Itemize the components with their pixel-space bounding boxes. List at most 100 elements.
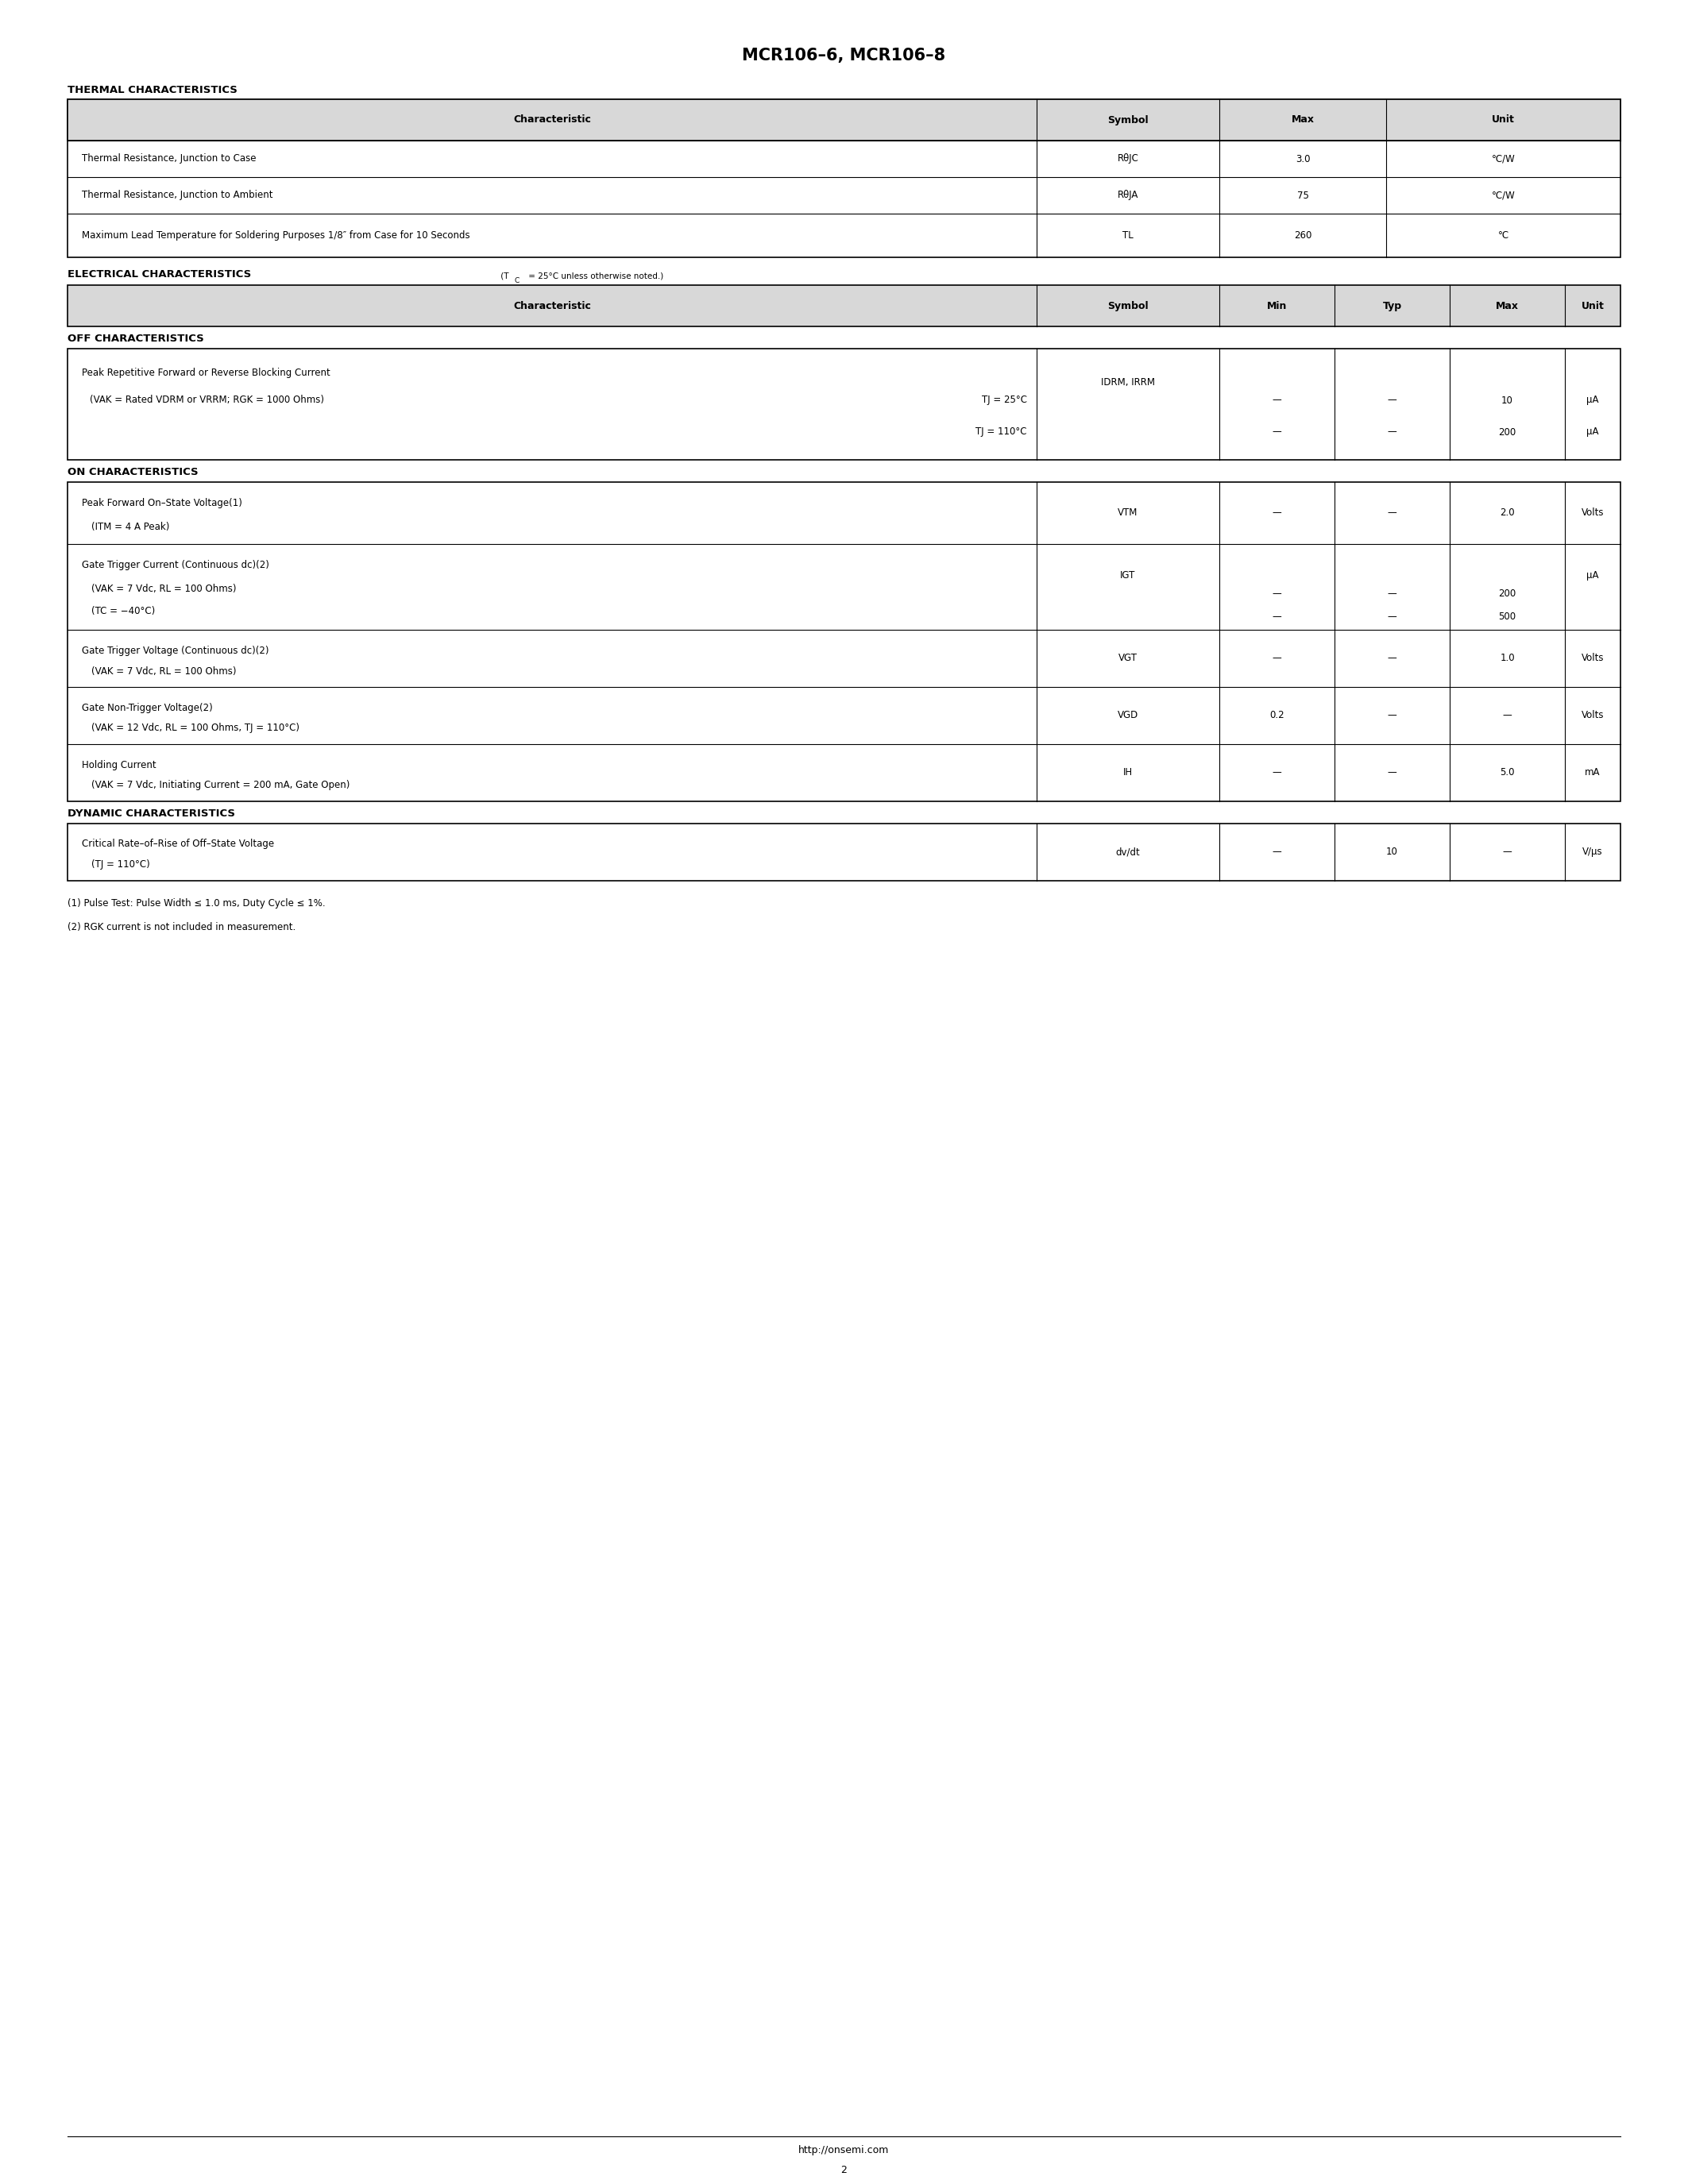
- Text: μA: μA: [1587, 570, 1599, 581]
- Text: Characteristic: Characteristic: [513, 116, 591, 124]
- Text: —: —: [1273, 426, 1281, 437]
- Text: ELECTRICAL CHARACTERISTICS: ELECTRICAL CHARACTERISTICS: [68, 269, 252, 280]
- Text: 3.0: 3.0: [1295, 153, 1310, 164]
- Text: 75: 75: [1296, 190, 1308, 201]
- Text: DYNAMIC CHARACTERISTICS: DYNAMIC CHARACTERISTICS: [68, 808, 235, 819]
- Text: (1) Pulse Test: Pulse Width ≤ 1.0 ms, Duty Cycle ≤ 1%.: (1) Pulse Test: Pulse Width ≤ 1.0 ms, Du…: [68, 898, 326, 909]
- Text: ON CHARACTERISTICS: ON CHARACTERISTICS: [68, 467, 197, 478]
- Text: Max: Max: [1496, 301, 1519, 310]
- Text: °C/W: °C/W: [1492, 153, 1516, 164]
- Text: Min: Min: [1266, 301, 1286, 310]
- Text: Critical Rate–of–Rise of Off–State Voltage: Critical Rate–of–Rise of Off–State Volta…: [81, 839, 273, 850]
- Bar: [68, 98, 1620, 258]
- Text: Peak Repetitive Forward or Reverse Blocking Current: Peak Repetitive Forward or Reverse Block…: [81, 367, 331, 378]
- Bar: [68, 823, 1620, 880]
- Text: Thermal Resistance, Junction to Case: Thermal Resistance, Junction to Case: [81, 153, 257, 164]
- Text: 2: 2: [841, 2164, 847, 2175]
- Text: TJ = 110°C: TJ = 110°C: [976, 426, 1026, 437]
- Text: —: —: [1273, 509, 1281, 518]
- Text: 0.2: 0.2: [1269, 710, 1285, 721]
- Text: —: —: [1273, 767, 1281, 778]
- Text: Max: Max: [1291, 116, 1315, 124]
- Text: μA: μA: [1587, 395, 1599, 406]
- Text: —: —: [1388, 590, 1396, 598]
- Text: IDRM, IRRM: IDRM, IRRM: [1101, 378, 1155, 387]
- Text: Characteristic: Characteristic: [513, 301, 591, 310]
- Text: (T: (T: [498, 271, 508, 280]
- Text: VGT: VGT: [1119, 653, 1138, 664]
- Text: Holding Current: Holding Current: [81, 760, 157, 771]
- Text: 2.0: 2.0: [1501, 509, 1514, 518]
- Text: —: —: [1273, 653, 1281, 664]
- Text: (VAK = 7 Vdc, RL = 100 Ohms): (VAK = 7 Vdc, RL = 100 Ohms): [91, 666, 236, 677]
- Text: TJ = 25°C: TJ = 25°C: [982, 395, 1026, 406]
- Text: Symbol: Symbol: [1107, 301, 1148, 310]
- Text: 200: 200: [1499, 590, 1516, 598]
- Bar: [68, 483, 1620, 802]
- Text: mA: mA: [1585, 767, 1600, 778]
- Text: http://onsemi.com: http://onsemi.com: [798, 2145, 890, 2156]
- Text: (VAK = 7 Vdc, Initiating Current = 200 mA, Gate Open): (VAK = 7 Vdc, Initiating Current = 200 m…: [91, 780, 349, 791]
- Text: (2) RGK current is not included in measurement.: (2) RGK current is not included in measu…: [68, 922, 295, 933]
- Text: —: —: [1388, 426, 1396, 437]
- Text: (TJ = 110°C): (TJ = 110°C): [91, 860, 150, 869]
- Text: 1.0: 1.0: [1501, 653, 1514, 664]
- Text: (TC = −40°C): (TC = −40°C): [91, 607, 155, 616]
- Text: Gate Trigger Current (Continuous dc)(2): Gate Trigger Current (Continuous dc)(2): [81, 561, 268, 570]
- Text: Volts: Volts: [1582, 710, 1604, 721]
- Text: Maximum Lead Temperature for Soldering Purposes 1/8″ from Case for 10 Seconds: Maximum Lead Temperature for Soldering P…: [81, 229, 469, 240]
- Text: —: —: [1388, 710, 1396, 721]
- Text: —: —: [1388, 767, 1396, 778]
- Text: C: C: [515, 277, 520, 284]
- Text: —: —: [1273, 590, 1281, 598]
- Text: —: —: [1273, 395, 1281, 406]
- Text: (VAK = 7 Vdc, RL = 100 Ohms): (VAK = 7 Vdc, RL = 100 Ohms): [91, 583, 236, 594]
- Text: = 25°C unless otherwise noted.): = 25°C unless otherwise noted.): [527, 271, 663, 280]
- Text: (ITM = 4 A Peak): (ITM = 4 A Peak): [91, 522, 169, 533]
- Text: —: —: [1388, 509, 1396, 518]
- Text: —: —: [1388, 612, 1396, 622]
- Text: Typ: Typ: [1382, 301, 1401, 310]
- Text: TL: TL: [1123, 229, 1133, 240]
- Text: —: —: [1502, 847, 1512, 858]
- Text: MCR106–6, MCR106–8: MCR106–6, MCR106–8: [743, 48, 945, 63]
- Text: Volts: Volts: [1582, 509, 1604, 518]
- Text: μA: μA: [1587, 426, 1599, 437]
- Text: (VAK = Rated VDRM or VRRM; RGK = 1000 Ohms): (VAK = Rated VDRM or VRRM; RGK = 1000 Oh…: [89, 395, 324, 406]
- Text: Gate Trigger Voltage (Continuous dc)(2): Gate Trigger Voltage (Continuous dc)(2): [81, 644, 268, 655]
- Bar: [68, 349, 1620, 461]
- Bar: [68, 286, 1620, 325]
- Text: 500: 500: [1499, 612, 1516, 622]
- Text: —: —: [1502, 710, 1512, 721]
- Text: 5.0: 5.0: [1501, 767, 1514, 778]
- Text: —: —: [1273, 612, 1281, 622]
- Text: 10: 10: [1386, 847, 1398, 858]
- Text: 200: 200: [1499, 426, 1516, 437]
- Text: VTM: VTM: [1117, 509, 1138, 518]
- Text: IGT: IGT: [1121, 570, 1136, 581]
- Text: RθJC: RθJC: [1117, 153, 1139, 164]
- Text: °C: °C: [1497, 229, 1509, 240]
- Text: Unit: Unit: [1492, 116, 1514, 124]
- Text: (VAK = 12 Vdc, RL = 100 Ohms, TJ = 110°C): (VAK = 12 Vdc, RL = 100 Ohms, TJ = 110°C…: [91, 723, 299, 734]
- Text: Symbol: Symbol: [1107, 116, 1148, 124]
- Text: —: —: [1388, 395, 1396, 406]
- Bar: [68, 98, 1620, 140]
- Text: Gate Non-Trigger Voltage(2): Gate Non-Trigger Voltage(2): [81, 703, 213, 712]
- Text: —: —: [1388, 653, 1396, 664]
- Text: RθJA: RθJA: [1117, 190, 1138, 201]
- Text: —: —: [1273, 847, 1281, 858]
- Text: IH: IH: [1123, 767, 1133, 778]
- Text: Thermal Resistance, Junction to Ambient: Thermal Resistance, Junction to Ambient: [81, 190, 273, 201]
- Text: Peak Forward On–State Voltage(1): Peak Forward On–State Voltage(1): [81, 498, 241, 509]
- Text: OFF CHARACTERISTICS: OFF CHARACTERISTICS: [68, 334, 204, 343]
- Text: THERMAL CHARACTERISTICS: THERMAL CHARACTERISTICS: [68, 85, 238, 96]
- Text: °C/W: °C/W: [1492, 190, 1516, 201]
- Text: 10: 10: [1501, 395, 1512, 406]
- Text: dv/dt: dv/dt: [1116, 847, 1139, 858]
- Text: VGD: VGD: [1117, 710, 1138, 721]
- Text: 260: 260: [1295, 229, 1312, 240]
- Text: Unit: Unit: [1582, 301, 1604, 310]
- Text: V/μs: V/μs: [1583, 847, 1604, 858]
- Text: Volts: Volts: [1582, 653, 1604, 664]
